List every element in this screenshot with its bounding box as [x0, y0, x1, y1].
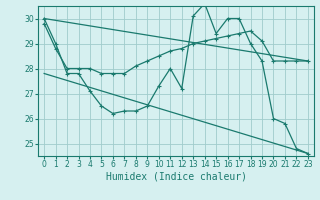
X-axis label: Humidex (Indice chaleur): Humidex (Indice chaleur) — [106, 172, 246, 182]
